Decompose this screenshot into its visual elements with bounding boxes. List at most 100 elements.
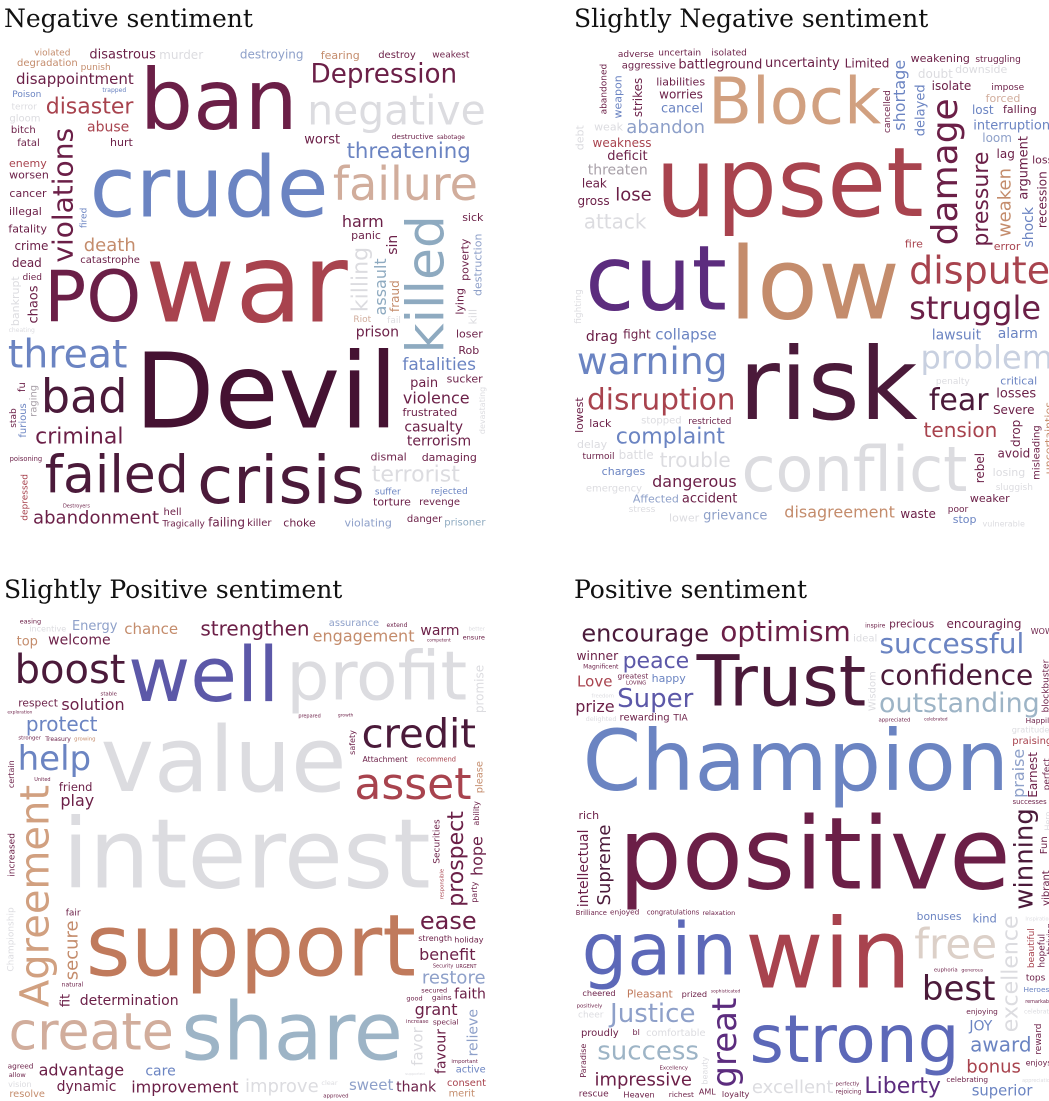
negative-word: violence bbox=[403, 389, 470, 408]
slightly-positive-word: merit bbox=[449, 1088, 475, 1099]
slightly-negative-word: poor bbox=[948, 505, 969, 515]
slightly-negative-word: fighting bbox=[574, 289, 584, 324]
slightly-positive-word: Treasury bbox=[44, 736, 71, 743]
negative-word: crime bbox=[14, 239, 48, 253]
positive-word: Love bbox=[577, 673, 612, 691]
negative-word: violating bbox=[344, 517, 391, 530]
slightly-positive-word: relieve bbox=[465, 1009, 481, 1056]
negative-word: danger bbox=[407, 514, 443, 525]
slightly-negative-word: stop bbox=[953, 513, 977, 526]
slightly-negative-word: Block bbox=[708, 66, 881, 140]
positive-word: blockbuster bbox=[1041, 659, 1049, 712]
negative-word: degradation bbox=[17, 58, 78, 69]
positive-word: superior bbox=[972, 1083, 1034, 1100]
slightly-negative-word: weaker bbox=[970, 492, 1010, 505]
slightly-negative-word: loss bbox=[1032, 153, 1049, 166]
slightly-negative-word: aggressive bbox=[622, 61, 676, 72]
negative-word: fatality bbox=[8, 223, 47, 236]
slightly-negative-word: emergency bbox=[586, 483, 642, 494]
positive-word: perfectly bbox=[836, 1082, 861, 1088]
slightly-negative-word: lower bbox=[669, 512, 700, 525]
negative-word: torture bbox=[373, 496, 411, 509]
slightly-positive-word: prepared bbox=[298, 713, 320, 719]
positive-word: enjoying bbox=[966, 1007, 998, 1016]
negative-word: dismal bbox=[370, 451, 406, 464]
positive-word: comfortable bbox=[646, 1028, 705, 1039]
positive-word: freedom bbox=[591, 694, 613, 700]
slightly-negative-word: stress bbox=[629, 505, 656, 515]
positive-word: rescue bbox=[579, 1090, 609, 1100]
negative-word: Depression bbox=[311, 59, 458, 89]
slightly-positive-word: chance bbox=[124, 620, 178, 638]
slightly-positive-word: promise bbox=[473, 665, 487, 713]
slightly-positive-word: prospect bbox=[444, 811, 469, 907]
slightly-negative-word: rebel bbox=[973, 453, 987, 483]
positive-word: success bbox=[597, 1036, 699, 1066]
slightly-positive-word: growth bbox=[338, 713, 354, 719]
positive-word: beautiful bbox=[1027, 928, 1037, 968]
positive-word: Wisdom bbox=[868, 671, 879, 711]
positive-word: Heaven bbox=[623, 1089, 654, 1099]
slightly-positive-word: asset bbox=[354, 759, 471, 810]
slightly-positive-word: safety bbox=[348, 730, 357, 755]
slightly-negative-word: problem bbox=[920, 339, 1049, 377]
slightly-positive-word: responsible bbox=[439, 868, 445, 899]
positive-word: reward bbox=[1034, 1024, 1044, 1055]
negative-word: violations bbox=[47, 128, 80, 263]
slightly-positive-word: favour bbox=[433, 1029, 449, 1074]
positive-word: precious bbox=[889, 617, 935, 630]
slightly-negative-word: drop bbox=[1009, 420, 1023, 447]
positive-word: cheer bbox=[578, 1010, 604, 1020]
panel-title-slightly-negative: Slightly Negative sentiment bbox=[574, 4, 929, 33]
slightly-negative-word: trouble bbox=[660, 448, 731, 472]
slightly-negative-word: recession bbox=[1035, 171, 1049, 228]
negative-word: harm bbox=[342, 212, 384, 231]
negative-word: devastating bbox=[478, 387, 487, 434]
slightly-positive-word: special bbox=[433, 1018, 459, 1027]
slightly-negative-word: damage bbox=[925, 98, 966, 245]
slightly-positive-word: benefit bbox=[419, 945, 475, 964]
negative-word: loser bbox=[456, 327, 483, 340]
positive-word: remarkable bbox=[1025, 999, 1049, 1005]
slightly-negative-word: battleground bbox=[678, 57, 762, 72]
positive-word: WOW bbox=[1031, 627, 1049, 636]
slightly-negative-word: error bbox=[994, 240, 1021, 253]
positive-word: optimism bbox=[720, 616, 851, 648]
slightly-negative-word: leak bbox=[582, 176, 607, 190]
positive-word: celebrating bbox=[946, 1075, 988, 1084]
slightly-positive-word: care bbox=[145, 1063, 175, 1079]
negative-word: trapped bbox=[102, 87, 126, 94]
negative-word: choke bbox=[283, 517, 316, 530]
negative-word: disastrous bbox=[89, 48, 156, 63]
positive-word: celebrate bbox=[1024, 1008, 1049, 1015]
slightly-negative-word: cancel bbox=[661, 101, 703, 116]
negative-word: depressed bbox=[20, 474, 30, 521]
negative-word: sabotage bbox=[437, 134, 465, 141]
slightly-negative-word: disruption bbox=[587, 382, 735, 416]
slightly-positive-word: advantage bbox=[39, 1061, 124, 1080]
positive-word: successes bbox=[1013, 798, 1047, 806]
positive-word: Supreme bbox=[594, 825, 615, 906]
positive-word: rewarding bbox=[620, 713, 670, 724]
negative-word: criminal bbox=[35, 425, 123, 450]
positive-word: kind bbox=[972, 911, 996, 925]
slightly-positive-word: play bbox=[60, 791, 94, 810]
negative-word: threat bbox=[8, 331, 127, 377]
slightly-negative-word: losses bbox=[996, 387, 1036, 402]
positive-word: proudly bbox=[581, 1028, 619, 1039]
positive-word: Liberty bbox=[864, 1074, 941, 1099]
negative-word: panic bbox=[351, 229, 381, 242]
slightly-negative-word: grievance bbox=[703, 509, 767, 524]
slightly-negative-word: fight bbox=[623, 327, 651, 341]
slightly-negative-word: cancelled bbox=[883, 90, 893, 133]
slightly-negative-word: strikes bbox=[631, 78, 645, 117]
slightly-negative-word: tension bbox=[924, 418, 998, 442]
negative-word: failing bbox=[208, 515, 245, 529]
slightly-negative-word: battle bbox=[619, 448, 654, 462]
slightly-negative-word: waste bbox=[900, 507, 936, 521]
slightly-positive-word: consent bbox=[447, 1078, 486, 1089]
slightly-negative-word: complaint bbox=[616, 425, 726, 450]
positive-word: Heroes bbox=[1023, 985, 1049, 994]
